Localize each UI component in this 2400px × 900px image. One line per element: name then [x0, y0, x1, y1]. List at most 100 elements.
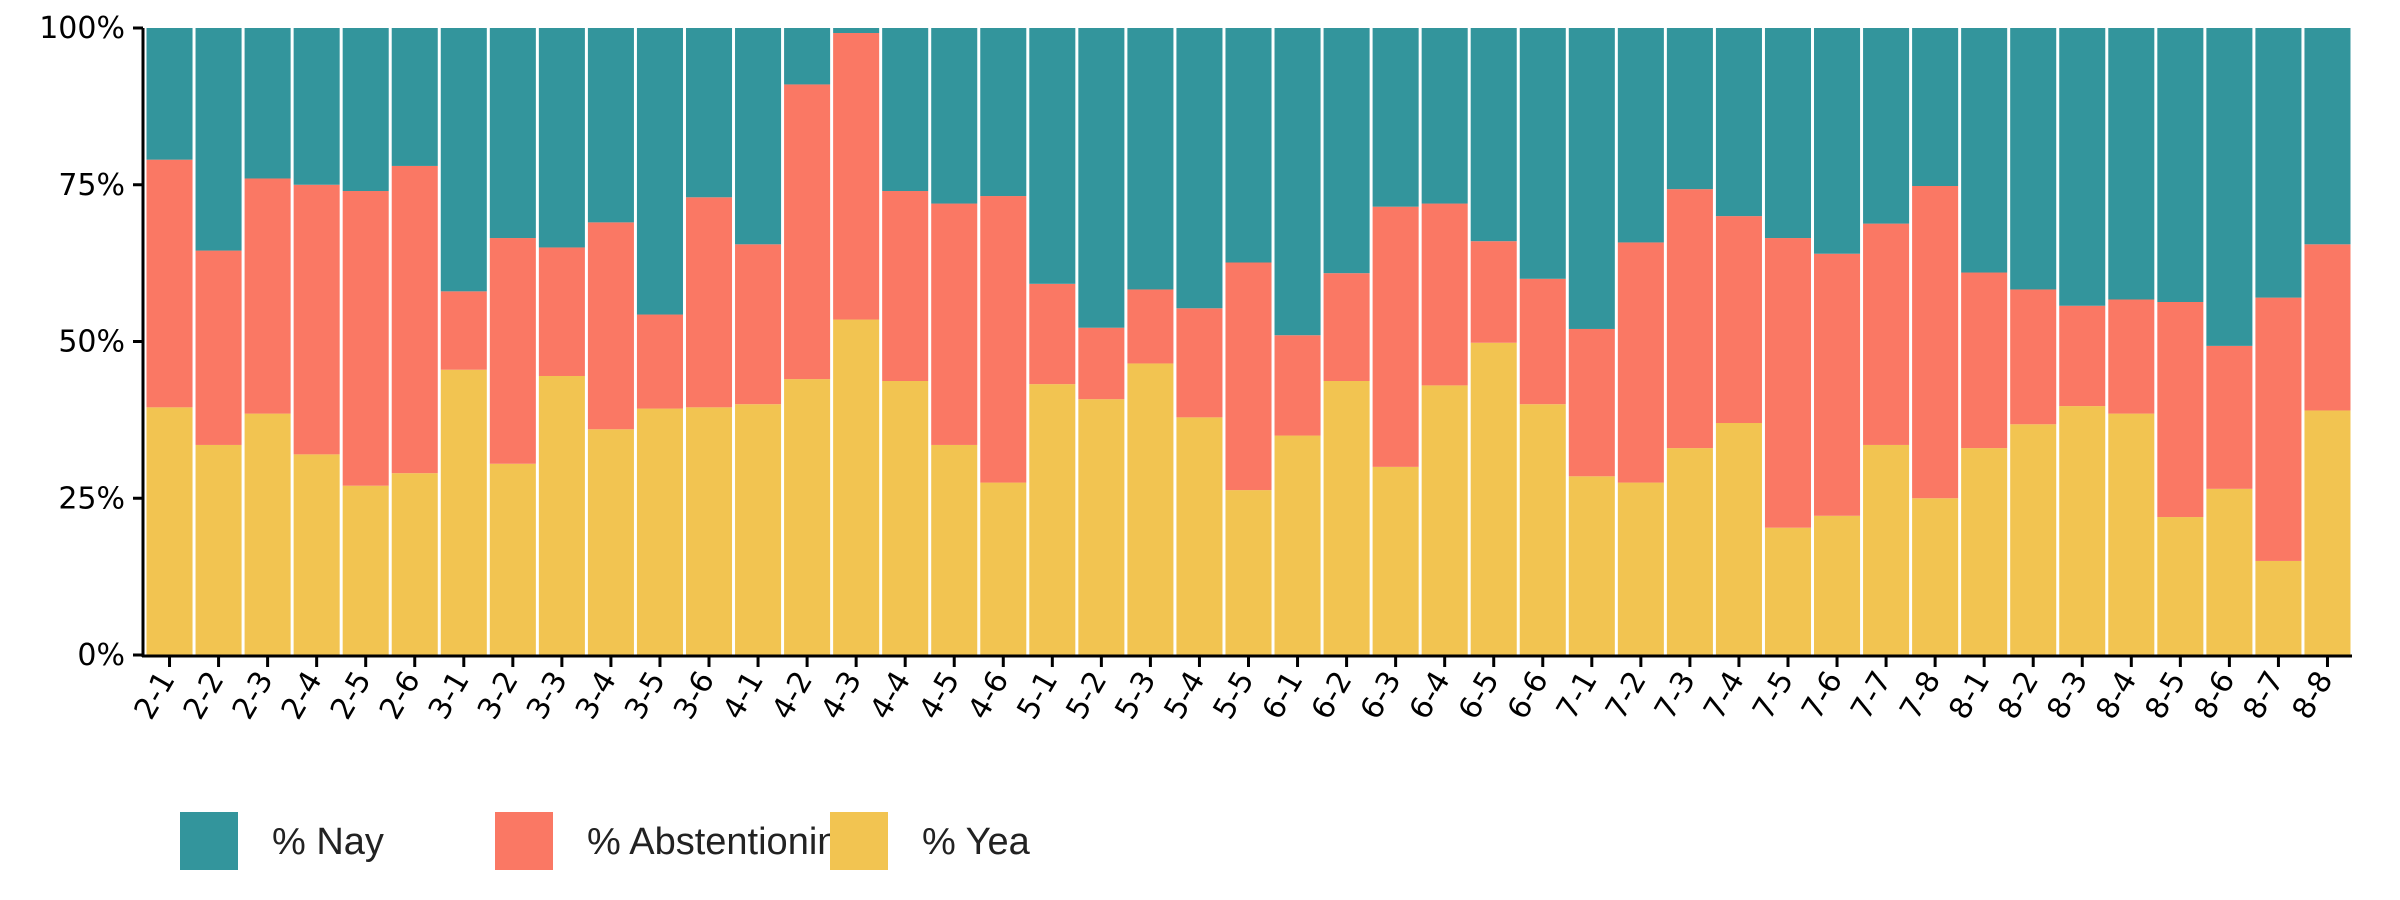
x-tick-label: 2-2 — [177, 666, 232, 726]
bar-segment-4-2-yea — [784, 379, 831, 655]
bar-segment-8-5-abstentionin — [2157, 302, 2204, 518]
bar-segment-8-3-yea — [2059, 406, 2106, 655]
bar-segment-8-4-nay — [2108, 28, 2155, 300]
x-tick-label: 4-2 — [765, 666, 820, 726]
bar-segment-5-4-abstentionin — [1176, 308, 1223, 418]
bar-segment-6-3-nay — [1372, 28, 1419, 207]
bar-segment-4-1-nay — [735, 28, 782, 245]
x-tick-label: 4-1 — [716, 666, 771, 726]
bar-segment-2-5-nay — [342, 28, 389, 192]
bar-segment-8-3-abstentionin — [2059, 305, 2106, 407]
x-tick-label: 5-2 — [1059, 666, 1114, 726]
bar-segment-8-3-nay — [2059, 28, 2106, 306]
bar-segment-2-5-yea — [342, 485, 389, 655]
legend-label: % Nay — [272, 821, 384, 863]
x-tick-label: 4-3 — [814, 666, 869, 726]
bar-segment-3-3-nay — [538, 28, 585, 248]
x-tick-label: 5-1 — [1010, 666, 1065, 726]
bar-segment-5-5-abstentionin — [1225, 262, 1272, 491]
bar-segment-7-7-abstentionin — [1863, 223, 1910, 445]
bar-segment-8-5-nay — [2157, 28, 2204, 302]
x-tick-label: 8-6 — [2188, 666, 2243, 726]
bar-segment-5-2-abstentionin — [1078, 327, 1125, 400]
bar-segment-8-7-abstentionin — [2255, 297, 2302, 561]
bar-segment-8-6-nay — [2206, 28, 2253, 346]
x-tick-label: 3-1 — [422, 666, 477, 726]
bar-segment-2-4-yea — [293, 454, 340, 655]
bar-segment-3-6-abstentionin — [685, 197, 733, 408]
x-tick-label: 4-6 — [961, 666, 1016, 726]
bar-segment-3-6-nay — [685, 28, 733, 198]
x-tick-label: 7-2 — [1599, 666, 1654, 726]
x-tick-label: 4-5 — [912, 666, 967, 726]
x-tick-label: 8-2 — [1991, 665, 2046, 725]
bar-segment-5-3-nay — [1127, 28, 1174, 290]
bar-segment-7-8-yea — [1912, 498, 1959, 655]
x-tick-label: 3-2 — [471, 666, 526, 726]
bar-segment-6-5-abstentionin — [1470, 241, 1517, 343]
x-tick-label: 7-6 — [1795, 666, 1850, 726]
bar-segment-6-4-abstentionin — [1421, 203, 1468, 386]
bar-segment-5-2-nay — [1078, 28, 1125, 328]
bar-segment-3-4-abstentionin — [587, 222, 634, 430]
y-tick-label: 75% — [58, 168, 125, 203]
bar-segment-5-5-nay — [1225, 28, 1272, 263]
bar-segment-7-5-nay — [1764, 28, 1812, 239]
bar-segment-4-2-nay — [784, 28, 831, 85]
bar-segment-4-4-abstentionin — [882, 191, 929, 381]
bar-segment-8-4-yea — [2108, 413, 2155, 655]
bar-segment-7-2-nay — [1617, 28, 1664, 243]
bar-segment-2-3-abstentionin — [244, 178, 291, 414]
bar-segment-6-3-abstentionin — [1372, 206, 1419, 467]
bar-segment-6-6-abstentionin — [1519, 278, 1566, 405]
bar-segment-4-6-yea — [980, 482, 1027, 655]
bar-segment-3-1-yea — [440, 369, 487, 655]
legend-swatch — [180, 812, 238, 870]
bar-segment-4-5-nay — [931, 28, 978, 204]
x-tick-label: 6-6 — [1501, 666, 1556, 726]
x-tick-label: 4-4 — [863, 666, 918, 726]
bar-segment-7-6-abstentionin — [1814, 253, 1861, 516]
bar-segment-8-1-abstentionin — [1961, 272, 2008, 449]
x-tick-label: 3-6 — [667, 666, 722, 726]
bar-segment-2-6-yea — [391, 473, 438, 655]
bar-segment-7-2-yea — [1617, 482, 1664, 655]
bar-segment-7-2-abstentionin — [1617, 242, 1664, 483]
bar-segment-2-4-nay — [293, 28, 340, 185]
x-tick-label: 3-4 — [569, 666, 624, 726]
bar-segment-6-3-yea — [1372, 466, 1419, 655]
bar-segment-6-1-nay — [1274, 28, 1321, 336]
x-tick-label: 3-3 — [520, 666, 575, 726]
legend-swatch — [830, 812, 888, 870]
legend-label: % Abstentionin — [587, 821, 838, 863]
x-tick-label: 8-7 — [2237, 666, 2292, 726]
bar-segment-3-5-yea — [636, 408, 683, 655]
bar-segment-4-5-abstentionin — [931, 203, 978, 445]
x-tick-label: 2-3 — [226, 666, 281, 726]
bar-segment-2-2-abstentionin — [195, 250, 242, 445]
bar-segment-6-5-nay — [1470, 28, 1517, 242]
bar-segment-3-5-nay — [636, 28, 683, 315]
bar-segment-5-1-nay — [1029, 28, 1076, 284]
bar-segment-8-6-yea — [2206, 488, 2253, 655]
x-tick-label: 7-3 — [1648, 666, 1703, 726]
bar-segment-8-2-yea — [2010, 424, 2057, 655]
bar-segment-7-4-nay — [1715, 28, 1762, 217]
x-tick-label: 2-4 — [275, 666, 330, 726]
bar-segment-2-3-nay — [244, 28, 291, 179]
bar-segment-7-1-nay — [1568, 28, 1615, 329]
bar-segment-6-2-nay — [1323, 28, 1370, 274]
x-tick-label: 7-4 — [1697, 666, 1752, 726]
bar-segment-2-3-yea — [244, 413, 291, 655]
bar-segment-4-4-nay — [882, 28, 929, 192]
bar-segment-8-2-abstentionin — [2010, 289, 2057, 425]
bar-segment-8-7-nay — [2255, 28, 2302, 298]
bar-segment-3-1-abstentionin — [440, 291, 487, 370]
bar-segment-7-8-nay — [1912, 28, 1959, 186]
bar-segment-6-2-yea — [1323, 381, 1370, 655]
bar-segment-7-4-abstentionin — [1715, 216, 1762, 424]
bar-segment-4-3-nay — [833, 28, 880, 34]
bar-segment-3-3-abstentionin — [538, 247, 585, 376]
bar-segment-7-4-yea — [1715, 423, 1762, 655]
bar-segment-2-5-abstentionin — [342, 191, 389, 486]
